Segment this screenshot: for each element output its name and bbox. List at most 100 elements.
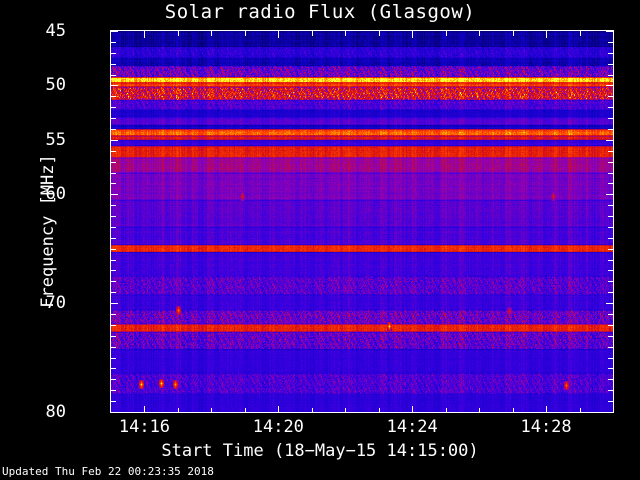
y-tick-minor <box>111 401 116 403</box>
y-tick-major-right <box>606 139 613 141</box>
y-tick-minor-right <box>608 390 613 392</box>
x-tick-minor-top <box>445 31 447 36</box>
x-tick-major <box>144 406 146 413</box>
y-tick-minor <box>111 161 116 163</box>
x-tick-minor-top <box>244 31 246 36</box>
x-tick-major <box>278 406 280 413</box>
y-tick-minor-right <box>608 368 613 370</box>
y-tick-minor <box>111 237 116 239</box>
y-tick-minor-right <box>608 63 613 65</box>
x-tick-minor <box>311 408 313 413</box>
y-tick-minor <box>111 216 116 218</box>
y-tick-minor <box>111 324 116 326</box>
y-tick-minor-right <box>608 41 613 43</box>
y-tick-minor-right <box>608 150 613 152</box>
y-tick-minor-right <box>608 161 613 163</box>
y-tick-major-right <box>606 31 613 32</box>
y-tick-minor <box>111 118 116 120</box>
y-tick-minor-right <box>608 118 613 120</box>
y-tick-minor-right <box>608 52 613 54</box>
x-tick-major-top <box>412 31 414 38</box>
x-tick-minor <box>445 408 447 413</box>
y-tick-minor <box>111 390 116 392</box>
x-tick-minor <box>345 408 347 413</box>
y-tick-minor-right <box>608 335 613 337</box>
y-tick-minor <box>111 270 116 272</box>
x-tick-label: 14:28 <box>520 417 572 437</box>
y-tick-minor-right <box>608 248 613 250</box>
y-tick-minor-right <box>608 172 613 174</box>
x-tick-minor <box>579 408 581 413</box>
y-tick-minor-right <box>608 226 613 228</box>
x-tick-minor-top <box>579 31 581 36</box>
page-title: Solar radio Flux (Glasgow) <box>164 1 476 23</box>
x-tick-minor <box>244 408 246 413</box>
x-tick-label: 14:24 <box>386 417 438 437</box>
spectrogram-plot[interactable] <box>111 31 613 412</box>
y-tick-minor <box>111 63 116 65</box>
y-tick-major <box>111 85 118 87</box>
y-tick-minor <box>111 183 116 185</box>
y-tick-minor-right <box>608 281 613 283</box>
x-tick-major <box>412 406 414 413</box>
x-tick-minor-top <box>378 31 380 36</box>
x-tick-minor <box>512 408 514 413</box>
x-tick-major-top <box>144 31 146 38</box>
x-tick-minor-top <box>512 31 514 36</box>
x-tick-minor <box>479 408 481 413</box>
y-tick-minor <box>111 41 116 43</box>
y-tick-minor <box>111 292 116 294</box>
y-tick-minor-right <box>608 216 613 218</box>
y-tick-minor-right <box>608 379 613 381</box>
y-tick-minor-right <box>608 205 613 207</box>
y-tick-label: 55 <box>45 129 66 150</box>
y-tick-minor <box>111 379 116 381</box>
y-tick-major-right <box>606 412 613 413</box>
x-tick-major-top <box>278 31 280 38</box>
status-updated-text: Updated Thu Feb 22 00:23:35 2018 <box>2 465 214 478</box>
y-tick-minor-right <box>608 357 613 359</box>
y-tick-major <box>111 412 118 413</box>
x-tick-major <box>546 406 548 413</box>
y-tick-minor-right <box>608 183 613 185</box>
y-tick-minor <box>111 335 116 337</box>
y-tick-minor <box>111 172 116 174</box>
y-tick-major-right <box>606 85 613 87</box>
x-tick-minor <box>177 408 179 413</box>
y-tick-label: 60 <box>45 184 66 205</box>
x-tick-label: 14:20 <box>252 417 304 437</box>
y-tick-minor <box>111 205 116 207</box>
y-tick-minor-right <box>608 259 613 261</box>
y-tick-minor-right <box>608 74 613 76</box>
y-tick-minor <box>111 314 116 316</box>
y-tick-minor <box>111 128 116 130</box>
y-tick-minor-right <box>608 128 613 130</box>
y-tick-minor <box>111 52 116 54</box>
y-tick-minor <box>111 259 116 261</box>
y-tick-minor <box>111 368 116 370</box>
spectrogram-canvas <box>111 31 613 412</box>
x-tick-major-top <box>546 31 548 38</box>
y-tick-minor <box>111 226 116 228</box>
y-tick-minor-right <box>608 270 613 272</box>
x-tick-minor-top <box>311 31 313 36</box>
y-tick-minor-right <box>608 314 613 316</box>
y-tick-label: 45 <box>45 21 66 41</box>
y-tick-major <box>111 194 118 196</box>
y-tick-label: 70 <box>45 293 66 314</box>
y-tick-minor <box>111 96 116 98</box>
y-tick-minor-right <box>608 237 613 239</box>
y-tick-minor-right <box>608 96 613 98</box>
y-tick-minor-right <box>608 107 613 109</box>
y-tick-major-right <box>606 303 613 305</box>
y-tick-minor-right <box>608 346 613 348</box>
x-tick-label: 14:16 <box>118 417 171 437</box>
y-tick-major <box>111 31 118 32</box>
x-tick-minor <box>211 408 213 413</box>
y-tick-minor <box>111 281 116 283</box>
y-tick-major <box>111 303 118 305</box>
y-tick-minor <box>111 248 116 250</box>
x-tick-minor-top <box>479 31 481 36</box>
y-tick-minor-right <box>608 401 613 403</box>
